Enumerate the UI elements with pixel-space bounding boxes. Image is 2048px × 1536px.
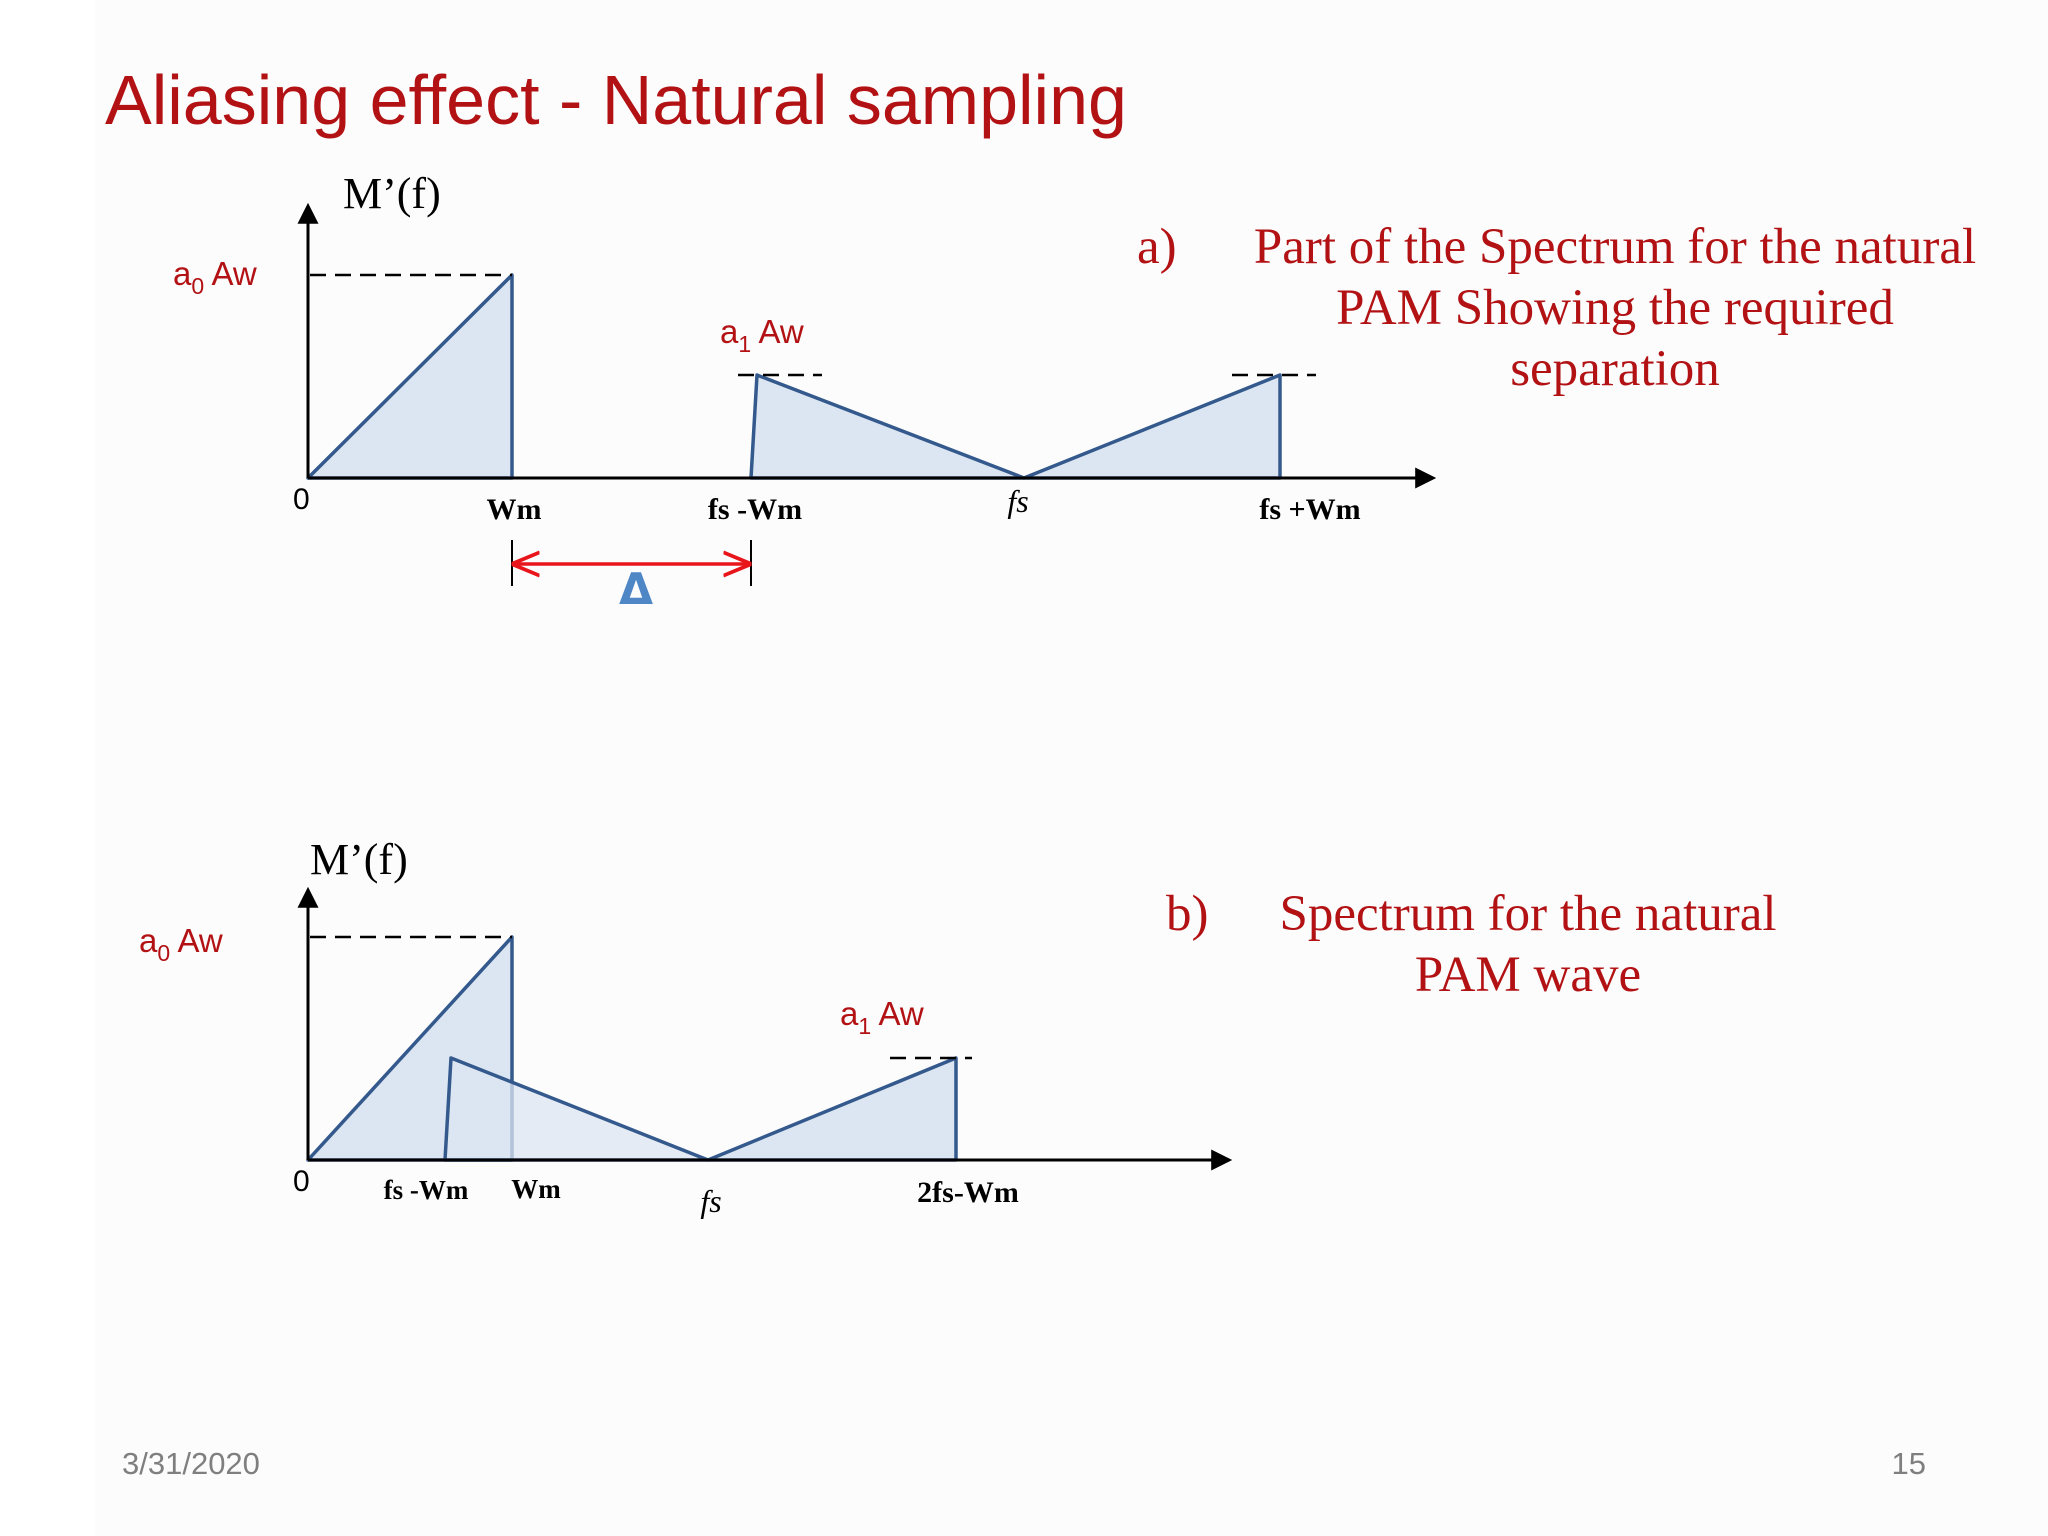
caption-a-text: Part of the Spectrum for the natural PAM… bbox=[1215, 217, 2015, 400]
caption-b: b) Spectrum for the natural PAM wave bbox=[1166, 884, 1813, 1006]
separation-delta: Δ bbox=[619, 564, 653, 615]
y-axis-label: M’(f) bbox=[343, 169, 441, 218]
amp0-label: a0 Aw bbox=[173, 255, 257, 299]
tick-label-fs: fs bbox=[700, 1183, 721, 1219]
tick-label-fs: fs bbox=[1007, 483, 1028, 519]
caption-a-line-1: Part of the Spectrum for the natural bbox=[1253, 219, 1977, 275]
caption-a: a) Part of the Spectrum for the natural … bbox=[1137, 217, 2015, 400]
baseband-spectrum bbox=[306, 273, 514, 480]
lower-sideband-spectrum bbox=[749, 373, 1026, 480]
upper-sideband-spectrum bbox=[706, 1056, 958, 1162]
tick-label-fs-minus-wm: fs -Wm bbox=[708, 493, 802, 526]
origin-label: 0 bbox=[293, 483, 310, 516]
caption-b-label: b) bbox=[1166, 886, 1209, 942]
origin-label: 0 bbox=[293, 1165, 310, 1198]
tick-label-fs-minus-wm: fs -Wm bbox=[384, 1175, 469, 1205]
tick-label-wm: Wm bbox=[511, 1174, 561, 1204]
diagram-b: M’(f) a0 Aw a1 Aw 0 fs -Wm Wm fs 2fs-Wm bbox=[139, 835, 1233, 1219]
tick-label-fs-plus-wm: fs +Wm bbox=[1259, 493, 1360, 526]
caption-a-line-3: separation bbox=[1510, 341, 1720, 397]
footer-page-number: 15 bbox=[1891, 1446, 1926, 1481]
tick-label-wm: Wm bbox=[487, 493, 542, 526]
slide-title: Aliasing effect - Natural sampling bbox=[105, 61, 1127, 139]
y-axis-label: M’(f) bbox=[310, 835, 408, 884]
tick-label-2fs-minus-wm: 2fs-Wm bbox=[917, 1176, 1019, 1209]
amp1-label: a1 Aw bbox=[840, 995, 924, 1039]
caption-b-line-1: Spectrum for the natural bbox=[1279, 886, 1777, 942]
lower-sideband-spectrum bbox=[443, 1056, 710, 1162]
footer-date: 3/31/2020 bbox=[122, 1446, 260, 1481]
amp1-label: a1 Aw bbox=[720, 313, 804, 357]
diagram-a: M’(f) a0 Aw a1 Aw 0 Wm fs -Wm fs fs +Wm … bbox=[173, 169, 1437, 615]
slide-background bbox=[95, 0, 2048, 1536]
caption-a-line-2: PAM Showing the required bbox=[1336, 280, 1894, 336]
caption-b-text: Spectrum for the natural PAM wave bbox=[1243, 884, 1813, 1006]
caption-a-label: a) bbox=[1137, 219, 1177, 275]
caption-b-line-2: PAM wave bbox=[1414, 947, 1642, 1003]
amp0-label: a0 Aw bbox=[139, 922, 223, 966]
